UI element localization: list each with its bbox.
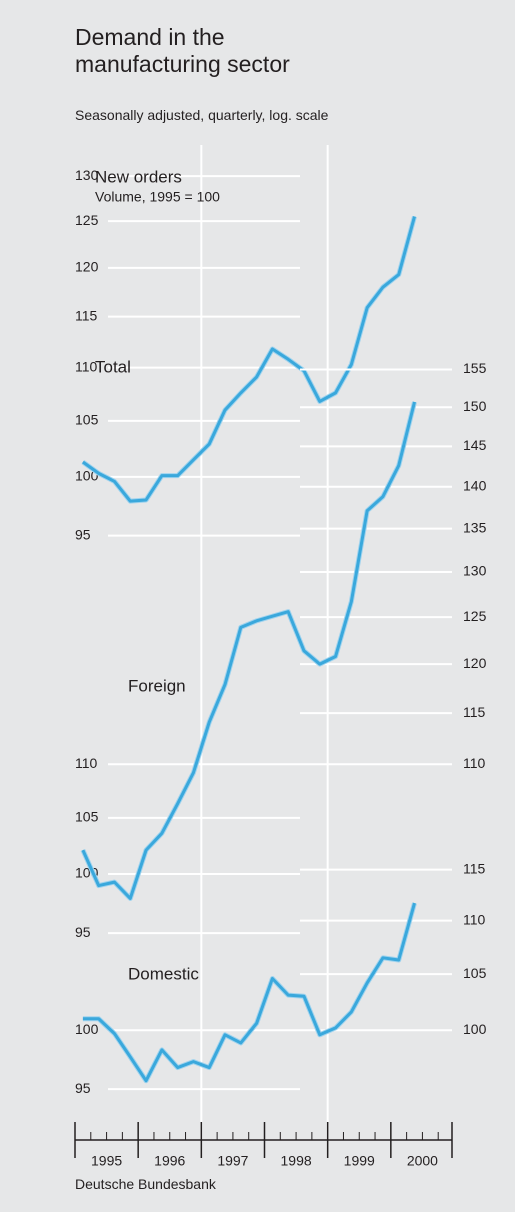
- x-tick-label: 2000: [407, 1153, 438, 1169]
- annotation: Total: [95, 357, 131, 376]
- annotation: Volume, 1995 = 100: [95, 189, 220, 205]
- y-tick-label: 105: [75, 412, 99, 428]
- chart-title: Demand in the manufacturing sector: [75, 24, 290, 77]
- y-tick-label: 100: [75, 1021, 99, 1037]
- annotation: Foreign: [128, 676, 186, 695]
- y2-tick-label: 115: [463, 704, 486, 720]
- chart-subtitle: Seasonally adjusted, quarterly, log. sca…: [75, 107, 329, 123]
- line-outline: [81, 215, 417, 504]
- line-outline: [82, 902, 417, 1084]
- y-tick-label: 105: [75, 809, 99, 825]
- x-tick-label: 1998: [281, 1153, 312, 1169]
- y2-tick-label: 125: [463, 608, 487, 624]
- y2-tick-label: 110: [463, 755, 486, 771]
- y2-tick-label: 145: [463, 437, 487, 453]
- x-tick-label: 1999: [344, 1153, 375, 1169]
- x-tick-label: 1995: [91, 1153, 122, 1169]
- line: [82, 216, 416, 503]
- annotation: Domestic: [128, 964, 199, 983]
- y2-tick-label: 100: [463, 1021, 487, 1037]
- annotation: New orders: [95, 167, 182, 186]
- y-tick-label: 115: [75, 307, 98, 323]
- y2-tick-label: 105: [463, 965, 487, 981]
- y-tick-label: 95: [75, 526, 91, 542]
- y2-tick-label: 150: [463, 398, 487, 414]
- y2-tick-label: 155: [463, 360, 487, 376]
- y2-tick-label: 140: [463, 477, 487, 493]
- y2-tick-label: 120: [463, 655, 487, 671]
- line: [81, 401, 416, 900]
- y-tick-label: 110: [75, 358, 98, 374]
- line: [82, 902, 416, 1083]
- y2-tick-label: 115: [463, 860, 486, 876]
- x-tick-label: 1997: [217, 1153, 248, 1169]
- y2-tick-label: 130: [463, 563, 487, 579]
- y-tick-label: 95: [75, 924, 91, 940]
- x-tick-label: 1996: [154, 1153, 185, 1169]
- y2-tick-label: 135: [463, 519, 487, 535]
- y-tick-label: 130: [75, 167, 99, 183]
- y-tick-label: 120: [75, 259, 99, 275]
- y-tick-label: 125: [75, 212, 99, 228]
- source: Deutsche Bundesbank: [75, 1176, 216, 1192]
- y-tick-label: 95: [75, 1080, 91, 1096]
- y2-tick-label: 110: [463, 911, 486, 927]
- y-tick-label: 110: [75, 755, 98, 771]
